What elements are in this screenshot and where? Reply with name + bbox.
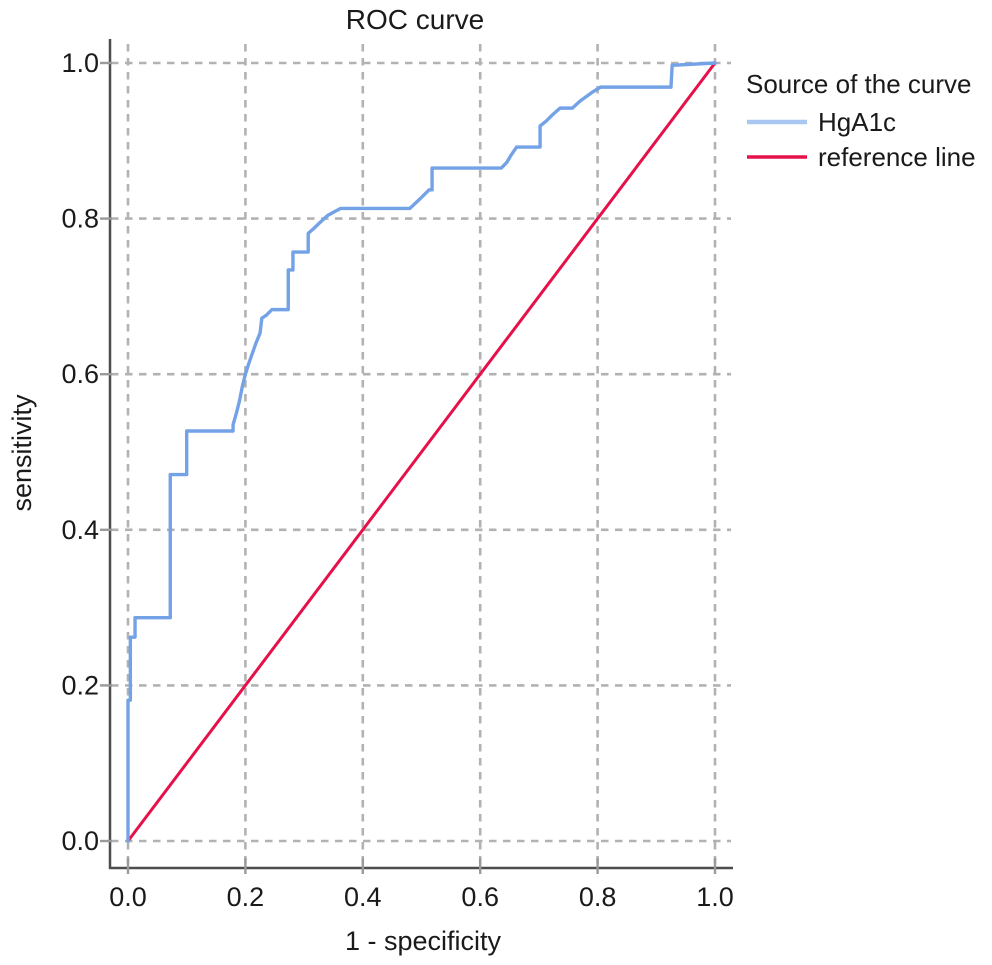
legend-label-hga1c: HgA1c: [818, 107, 896, 137]
x-tick-label: 0.4: [344, 882, 382, 912]
x-tick-label: 1.0: [696, 882, 734, 912]
x-tick-label: 0.0: [109, 882, 147, 912]
legend-label-reference: reference line: [818, 142, 976, 172]
chart-title: ROC curve: [346, 4, 484, 35]
x-tick-label: 0.2: [227, 882, 265, 912]
x-tick-label: 0.8: [579, 882, 617, 912]
x-tick-labels: 0.0 0.2 0.4 0.6 0.8 1.0: [109, 882, 734, 912]
x-axis-ticks: [126, 858, 717, 874]
vertical-gridlines: [126, 44, 717, 866]
y-tick-label: 0.4: [61, 515, 99, 545]
y-tick-label: 0.8: [61, 204, 99, 234]
y-axis-ticks: [100, 61, 112, 843]
y-tick-label: 0.6: [61, 359, 99, 389]
reference-line: [126, 62, 717, 842]
y-tick-labels: 0.0 0.2 0.4 0.6 0.8 1.0: [61, 48, 99, 856]
y-tick-label: 0.2: [61, 670, 99, 700]
legend: Source of the curve HgA1c reference line: [746, 69, 976, 172]
y-axis-title: sensitivity: [7, 394, 37, 512]
horizontal-gridlines: [111, 61, 731, 843]
legend-title: Source of the curve: [746, 69, 971, 99]
y-tick-label: 1.0: [61, 48, 99, 78]
x-axis-title: 1 - specificity: [345, 926, 502, 956]
y-tick-label: 0.0: [61, 826, 99, 856]
x-tick-label: 0.6: [461, 882, 499, 912]
roc-curve-hga1c: [126, 61, 717, 843]
